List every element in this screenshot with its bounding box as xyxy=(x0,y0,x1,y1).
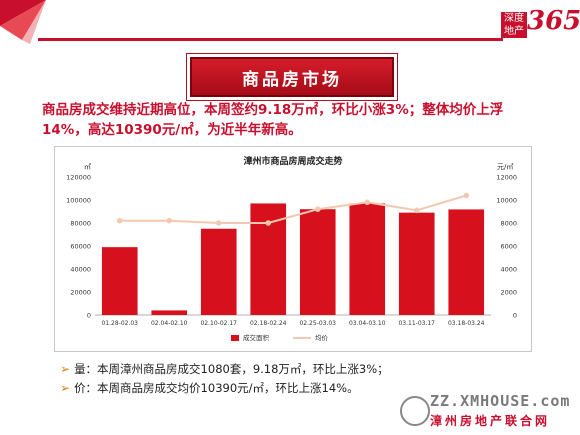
section-title: 商品房市场 xyxy=(242,70,342,90)
right-axis-tick: 10000 xyxy=(496,197,517,205)
bar-area xyxy=(448,209,485,315)
right-axis-tick: 4000 xyxy=(500,266,517,274)
right-axis-tick: 0 xyxy=(513,312,517,320)
section-title-box: 商品房市场 xyxy=(190,57,394,97)
arrow-bullet-icon: ➢ xyxy=(60,362,71,376)
bar-area xyxy=(398,212,435,315)
bar-area xyxy=(200,228,237,315)
bullet-text: 量：本周漳州商品房成交1080套，9.18万㎡，环比上涨3%； xyxy=(74,362,389,376)
x-axis-tick: 02.18-02.24 xyxy=(250,320,287,327)
line-point xyxy=(116,217,123,224)
x-axis-tick: 02.04-02.10 xyxy=(151,320,188,327)
bullet-item-volume: ➢ 量：本周漳州商品房成交1080套，9.18万㎡，环比上涨3%； xyxy=(60,360,389,379)
line-point xyxy=(463,192,470,199)
right-axis-unit: 元/㎡ xyxy=(497,163,513,171)
footer-url: ZZ.XMHOUSE.com xyxy=(430,392,571,410)
left-axis-tick: 0 xyxy=(87,312,91,320)
header-rule xyxy=(38,38,503,41)
x-axis-tick: 01.28-02.03 xyxy=(101,320,138,327)
brand-logo-text: 深度地产 xyxy=(501,12,527,38)
x-axis-tick: 02.25-03.03 xyxy=(299,320,336,327)
bar-area xyxy=(299,209,336,315)
right-axis-tick: 6000 xyxy=(500,243,517,251)
headline-text: 商品房成交维持近期高位，本周签约9.18万㎡，环比小涨3%；整体均价上浮14%，… xyxy=(42,102,504,138)
legend-label-bar: 成交面积 xyxy=(243,333,270,342)
line-avg-price xyxy=(119,194,467,224)
legend-swatch-bar xyxy=(231,335,239,341)
chart-title: 漳州市商品房周成交走势 xyxy=(243,155,342,167)
line-point xyxy=(413,207,420,214)
brand-logo-number: 365 xyxy=(527,6,580,36)
legend-label-line: 均价 xyxy=(315,333,329,342)
top-bar: 深度地产 365 xyxy=(0,0,580,44)
bullet-list: ➢ 量：本周漳州商品房成交1080套，9.18万㎡，环比上涨3%； ➢ 价：本周商品… xyxy=(60,360,389,398)
left-axis-unit: ㎡ xyxy=(84,163,91,171)
left-axis-tick: 100000 xyxy=(66,197,91,205)
bullet-item-price: ➢ 价：本周商品房成交均价10390元/㎡，环比上涨14%。 xyxy=(60,379,389,398)
x-axis-tick: 03.18-03.24 xyxy=(448,320,485,327)
right-axis-tick: 8000 xyxy=(500,220,517,228)
bar-area xyxy=(101,247,138,315)
footer-logo: ZZ.XMHOUSE.com 漳州房地产联合网 xyxy=(398,392,578,432)
arrow-bullet-icon: ➢ xyxy=(60,381,71,395)
footer-site-name: 漳州房地产联合网 xyxy=(430,414,551,428)
left-axis-tick: 120000 xyxy=(66,174,91,182)
bar-area xyxy=(151,310,188,315)
x-axis-tick: 03.04-03.10 xyxy=(349,320,386,327)
house-logo-icon xyxy=(400,396,430,426)
bar-area xyxy=(349,203,386,315)
corner-flag-icon xyxy=(0,0,46,44)
x-axis-tick: 03.11-03.17 xyxy=(398,320,435,327)
line-point xyxy=(215,220,222,226)
left-axis-tick: 80000 xyxy=(70,220,91,228)
line-point xyxy=(314,206,321,212)
right-axis-tick: 2000 xyxy=(500,289,517,297)
brand-logo: 深度地产 365 xyxy=(501,6,580,42)
left-axis-tick: 20000 xyxy=(70,289,91,297)
right-axis-tick: 12000 xyxy=(496,174,517,182)
x-axis-tick: 02.10-02.17 xyxy=(200,320,237,327)
line-point xyxy=(265,220,272,226)
left-axis-tick: 40000 xyxy=(70,266,91,274)
line-point xyxy=(364,199,371,206)
bullet-text: 价：本周商品房成交均价10390元/㎡，环比上涨14%。 xyxy=(74,381,359,395)
line-point xyxy=(166,217,173,224)
left-axis-tick: 60000 xyxy=(70,243,91,251)
